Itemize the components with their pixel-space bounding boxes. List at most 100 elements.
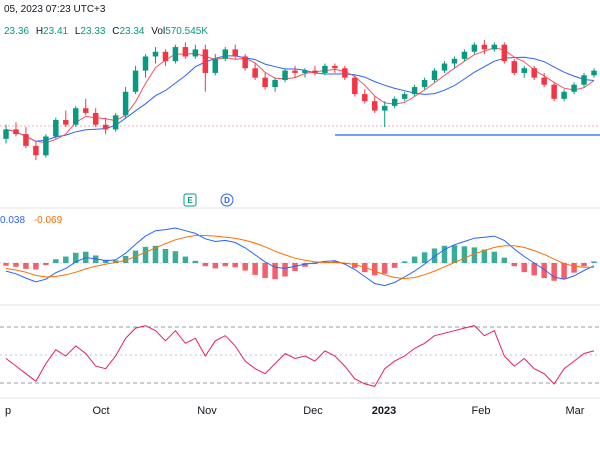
candle-body — [232, 49, 238, 57]
candle-body — [511, 61, 518, 73]
macd-histogram-bar — [501, 257, 508, 263]
candle-body — [252, 68, 258, 78]
macd-histogram-bar — [63, 256, 69, 263]
macd-histogram-bar — [391, 263, 398, 268]
macd-histogram-bar — [292, 263, 298, 272]
macd-histogram-bar — [142, 246, 149, 263]
macd-histogram-bar — [471, 247, 478, 263]
candle-body — [23, 134, 29, 146]
candle-body — [342, 68, 348, 78]
macd-lines — [5, 227, 595, 287]
macd-histogram-bar — [33, 263, 39, 270]
header-datetime: 05, 2023 07:23 UTC+3 — [4, 4, 106, 15]
candle-body — [561, 91, 567, 99]
candle-body — [332, 65, 338, 69]
macd-histogram-bar — [571, 263, 577, 273]
candle-body — [222, 49, 228, 59]
dividend-badge-letter: D — [224, 196, 230, 205]
candle-body — [501, 44, 508, 62]
dividend-badge[interactable]: D — [220, 193, 234, 207]
header-volume-value: 570.545K — [165, 26, 208, 37]
header-high-value: 23.41 — [43, 26, 68, 37]
candle-body — [53, 120, 59, 137]
macd-histogram-bar — [561, 263, 567, 279]
macd-histogram-bar — [272, 263, 278, 280]
ma-slow-line — [5, 55, 595, 142]
candle-body — [92, 112, 99, 125]
macd-histogram-bar — [302, 263, 308, 267]
candle-body — [102, 124, 109, 130]
macd-histogram-bar — [352, 263, 358, 268]
candle-body — [142, 56, 149, 71]
candle-body — [262, 77, 268, 88]
candle-body — [302, 70, 308, 73]
candle-body — [13, 129, 19, 135]
macd-line — [5, 227, 595, 287]
candle-body — [282, 70, 288, 80]
macd-histogram-bar — [252, 263, 258, 275]
header-high-label: H — [36, 26, 43, 37]
candle-body — [471, 44, 478, 52]
macd-histogram-bar — [381, 263, 388, 274]
macd-signal-line — [5, 235, 594, 280]
candle-body — [591, 70, 597, 76]
macd-histogram-bar — [441, 245, 448, 263]
macd-pane[interactable] — [0, 227, 600, 287]
macd-histogram-bar — [92, 255, 99, 263]
candle-body — [372, 101, 378, 111]
candle-body — [43, 136, 49, 156]
earnings-badge[interactable]: E — [183, 193, 197, 207]
candle-body — [132, 70, 139, 92]
macd-histogram-bar — [232, 263, 238, 268]
macd-histogram-bar — [172, 251, 179, 263]
candle-body — [481, 44, 488, 50]
x-axis-label-nov: Nov — [197, 405, 217, 417]
candle-body — [122, 91, 129, 116]
header-low-value: 23.33 — [80, 26, 105, 37]
rsi-pane[interactable] — [0, 325, 600, 387]
macd-histogram-bar — [461, 246, 468, 263]
candle-body — [322, 65, 328, 73]
macd-histogram-bar — [282, 263, 288, 277]
macd-histogram-bar — [421, 252, 428, 263]
macd-histogram-bar — [262, 263, 268, 279]
x-axis-label-oct: Oct — [92, 405, 109, 417]
candle-body — [152, 51, 159, 57]
x-axis-label-mar: Mar — [566, 405, 585, 417]
rsi-line-path — [5, 325, 595, 387]
candle-body — [391, 98, 398, 106]
candle-body — [73, 108, 79, 125]
header-close-value: 23.34 — [119, 26, 144, 37]
macd-histogram-bar — [481, 249, 488, 263]
candle-body — [491, 44, 498, 50]
macd-histogram-bar — [591, 261, 597, 263]
candle-body — [172, 47, 179, 62]
candle-body — [182, 47, 189, 57]
candle-body — [521, 68, 527, 73]
macd-histogram-bar — [53, 259, 59, 263]
time-axis[interactable]: p Oct Nov Dec 2023 Feb Mar — [5, 405, 585, 417]
macd-legend: 0.038 -0.069 — [0, 215, 63, 226]
macd-histogram-bar — [242, 263, 248, 271]
candle-body — [461, 51, 468, 59]
macd-histogram-bar — [511, 263, 518, 267]
candle-body — [292, 70, 298, 73]
macd-histogram-bar — [202, 263, 209, 267]
macd-histogram-bar — [73, 252, 79, 263]
candle-body — [192, 49, 199, 57]
candle-body — [421, 80, 428, 88]
x-axis-label-2023: 2023 — [372, 405, 396, 417]
ma-fast-line — [5, 47, 595, 144]
macd-histogram-bar — [152, 245, 159, 263]
candle-body — [112, 115, 119, 130]
price-pane[interactable] — [0, 40, 600, 160]
candle-body — [411, 87, 418, 95]
candle-body — [212, 58, 219, 73]
macd-histogram-bar — [3, 263, 9, 266]
candle-body — [441, 63, 448, 71]
header-ohlc: 23.36 H23.41 L23.33 C23.34 Vol570.545K — [4, 26, 208, 37]
header-open-value: 23.36 — [4, 26, 29, 37]
macd-histogram-bar — [222, 263, 228, 267]
